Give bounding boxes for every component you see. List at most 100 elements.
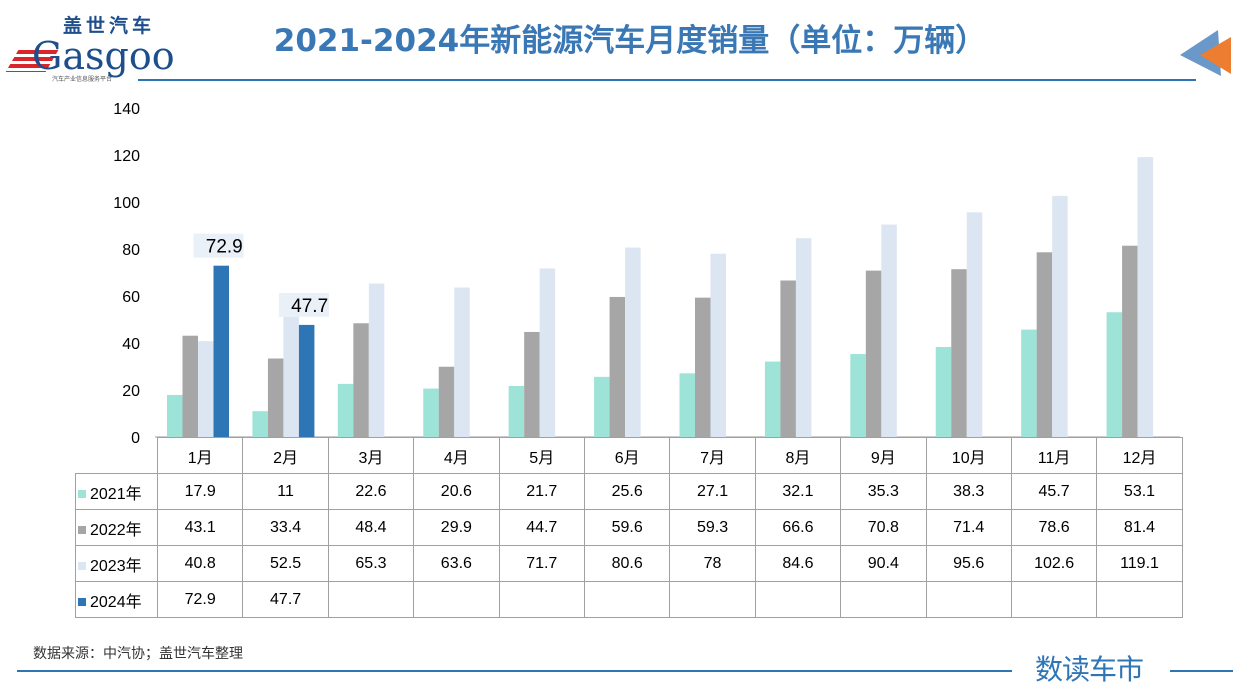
bar-2021年-2月 — [252, 411, 268, 437]
table-cell: 21.7 — [498, 473, 585, 510]
series-name: 2021年 — [90, 485, 142, 503]
table-cell — [754, 581, 842, 618]
bar-2024年-1月 — [213, 265, 229, 437]
bar-2023年-12月 — [1137, 157, 1154, 438]
bar-2023年-5月 — [539, 268, 556, 437]
table-cell: 20.6 — [413, 473, 500, 510]
table-cell: 66.6 — [754, 509, 842, 546]
table-cell: 29.9 — [413, 509, 500, 546]
y-tick-label: 20 — [122, 383, 140, 400]
bar-2022年-4月 — [438, 366, 455, 437]
series-name: 2022年 — [90, 521, 142, 539]
series-label: 2022年 — [75, 509, 158, 546]
category-label: 1月 — [156, 437, 244, 474]
table-cell — [1010, 581, 1098, 618]
table-cell — [840, 581, 927, 618]
table-cell: 102.6 — [1010, 545, 1098, 582]
bar-2021年-12月 — [1106, 312, 1123, 437]
bar-2023年-4月 — [454, 287, 470, 437]
logo-sub: 汽车产业信息服务平台 — [52, 77, 113, 83]
bar-2021年-10月 — [935, 346, 952, 437]
y-tick-label: 100 — [113, 195, 140, 212]
category-label: 3月 — [327, 437, 415, 474]
bar-2022年-12月 — [1122, 245, 1138, 437]
table-cell: 45.7 — [1010, 473, 1098, 510]
bar-2023年-1月 — [198, 341, 214, 437]
data-label: 47.7 — [291, 296, 328, 317]
table-cell — [498, 581, 585, 618]
data-label-bg — [193, 233, 244, 258]
table-cell: 33.4 — [242, 509, 329, 546]
table-cell: 17.9 — [156, 473, 244, 510]
table-cell: 78 — [669, 545, 756, 582]
table-cell: 80.6 — [583, 545, 671, 582]
bar-2021年-4月 — [423, 388, 439, 437]
table-cell: 25.6 — [583, 473, 671, 510]
table-cell: 44.7 — [498, 509, 585, 546]
category-label: 9月 — [840, 437, 927, 474]
brand-logo: 数读车市 — [1035, 653, 1144, 686]
series-label: 2021年 — [75, 473, 158, 510]
table-cell: 119.1 — [1096, 545, 1183, 582]
series-label: 2024年 — [75, 581, 158, 618]
bar-2022年-7月 — [695, 297, 711, 437]
legend-key-icon — [78, 489, 86, 498]
bar-2023年-8月 — [795, 238, 812, 437]
table-cell: 78.6 — [1010, 509, 1098, 546]
table-cell: 72.9 — [156, 581, 244, 618]
category-label: 6月 — [583, 437, 671, 474]
bar-2023年-3月 — [368, 283, 385, 437]
table-cell: 71.7 — [498, 545, 585, 582]
category-label: 2月 — [242, 437, 329, 474]
bar-2021年-6月 — [594, 376, 610, 437]
corner-cell — [75, 437, 158, 474]
table-cell — [669, 581, 756, 618]
bar-2024年-2月 — [298, 324, 315, 437]
bar-2021年-9月 — [850, 354, 866, 437]
bar-2022年-5月 — [524, 331, 540, 437]
series-name: 2023年 — [90, 557, 142, 575]
footer-divider-right — [1170, 670, 1233, 672]
bar-2022年-8月 — [780, 280, 796, 437]
table-cell: 81.4 — [1096, 509, 1183, 546]
bar-2023年-7月 — [710, 253, 726, 437]
table-cell: 65.3 — [327, 545, 415, 582]
bar-2022年-1月 — [182, 335, 198, 437]
bar-2021年-11月 — [1021, 329, 1037, 437]
table-cell — [1096, 581, 1183, 618]
table-cell: 35.3 — [840, 473, 927, 510]
table-cell: 84.6 — [754, 545, 842, 582]
data-source: 数据来源：中汽协；盖世汽车整理 — [33, 646, 243, 662]
y-tick-label: 40 — [122, 336, 140, 353]
bar-2022年-10月 — [951, 269, 967, 437]
footer-divider — [17, 670, 1012, 672]
y-tick-label: 140 — [113, 101, 140, 118]
bar-2023年-9月 — [881, 224, 897, 437]
data-label-bg — [278, 292, 329, 317]
table-row: 2024年 72.9 47.7 — [75, 581, 1183, 618]
table-cell: 32.1 — [754, 473, 842, 510]
table-cell: 63.6 — [413, 545, 500, 582]
y-tick-label: 120 — [113, 148, 140, 165]
category-label: 5月 — [498, 437, 585, 474]
bar-2022年-3月 — [353, 323, 369, 437]
legend-key-icon — [78, 525, 86, 534]
data-table: 1月 2月 3月 4月 5月 6月 7月 8月 9月 10月 11月 12月 2021年 17.9 11 22… — [75, 437, 1183, 618]
category-label: 10月 — [925, 437, 1012, 474]
table-cell: 95.6 — [925, 545, 1012, 582]
bar-2023年-6月 — [625, 247, 641, 437]
table-cell: 27.1 — [669, 473, 756, 510]
table-cell: 11 — [242, 473, 329, 510]
bar-2021年-5月 — [508, 386, 525, 437]
table-cell: 38.3 — [925, 473, 1012, 510]
table-cell: 22.6 — [327, 473, 415, 510]
bar-2022年-9月 — [865, 270, 882, 437]
table-cell: 53.1 — [1096, 473, 1183, 510]
table-row: 2023年 40.8 52.5 65.3 63.6 71.7 80.6 78 84.6 90.4 9… — [75, 545, 1183, 582]
series-name: 2024年 — [90, 593, 142, 611]
table-cell: 71.4 — [925, 509, 1012, 546]
table-cell — [413, 581, 500, 618]
table-row: 2022年 43.1 33.4 48.4 29.9 44.7 59.6 59.3 66.6 70.… — [75, 509, 1183, 546]
bar-2022年-2月 — [267, 358, 284, 437]
